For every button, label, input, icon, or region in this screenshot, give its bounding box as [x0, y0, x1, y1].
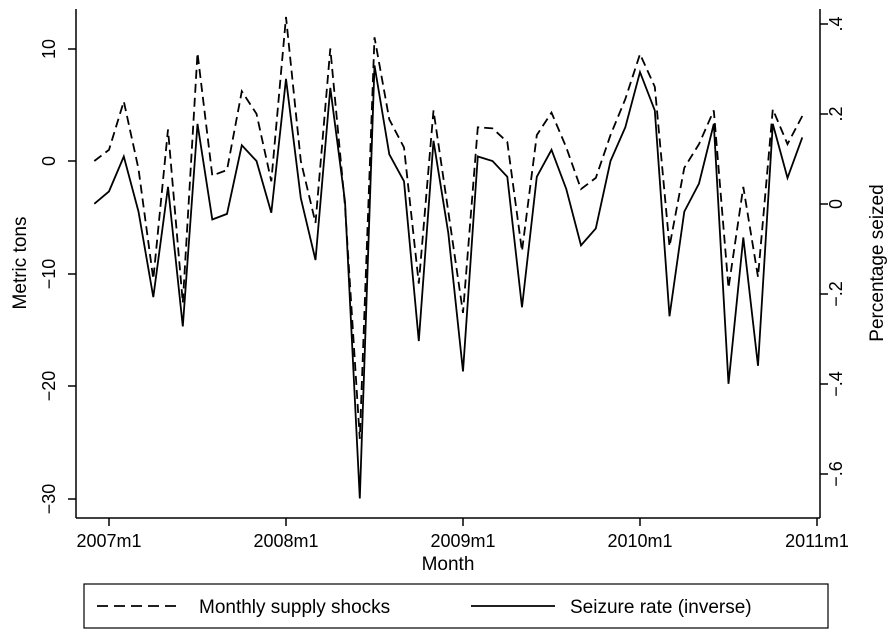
x-tick-label: 2011m1 [785, 531, 849, 551]
x-tick-label: 2008m1 [253, 531, 318, 551]
y-left-tick-label: −20 [39, 371, 59, 402]
series-seizure-rate-line [93, 65, 804, 499]
y-right-tick-label: −.4 [826, 371, 846, 397]
x-tick-label: 2009m1 [430, 531, 495, 551]
y-right-tick-label: 0 [826, 199, 846, 209]
y-right-tick-label: .4 [826, 16, 846, 31]
series-supply-shocks-line [93, 16, 804, 439]
y-right-tick-label: −.6 [826, 461, 846, 487]
y-left-tick-label: −30 [39, 484, 59, 515]
x-ticks: 2007m1 2008m1 2009m1 2010m1 2011m1 [76, 518, 849, 551]
y-right-axis-title: Percentage seized [867, 184, 888, 341]
legend-label-seizure-rate: Seizure rate (inverse) [570, 597, 752, 618]
y-left-axis-title: Metric tons [10, 217, 31, 310]
y-right-tick-label: .2 [826, 106, 846, 121]
x-tick-label: 2010m1 [607, 531, 672, 551]
y-left-tick-label: −10 [39, 259, 59, 290]
y-left-tick-label: 10 [39, 39, 59, 59]
y-right-ticks: .4 .2 0 −.2 −.4 −.6 [820, 16, 846, 487]
legend-box [83, 583, 829, 629]
y-left-tick-label: 0 [39, 156, 59, 166]
x-tick-label: 2007m1 [76, 531, 141, 551]
legend-label-supply-shocks: Monthly supply shocks [199, 597, 390, 618]
x-axis-title: Month [422, 554, 475, 575]
y-left-ticks: 10 0 −10 −20 −30 [39, 39, 76, 514]
y-right-tick-label: −.2 [826, 281, 846, 307]
series-layer [93, 16, 804, 499]
legend: Monthly supply shocks Seizure rate (inve… [83, 583, 829, 629]
